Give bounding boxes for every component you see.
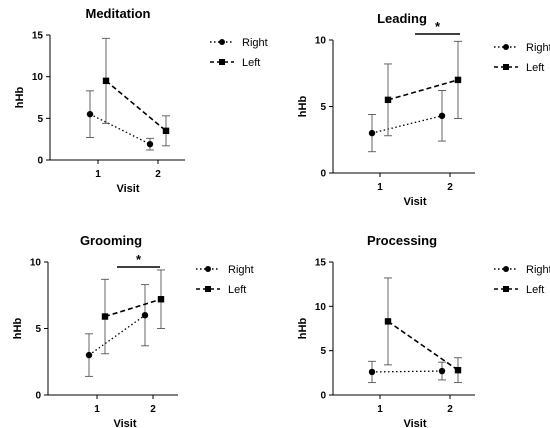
data-point-right	[146, 140, 154, 148]
legend-marker-left	[503, 286, 509, 292]
legend-marker-right	[503, 44, 509, 50]
data-point-left	[162, 127, 170, 135]
data-point-left	[102, 77, 110, 85]
x-tick-label: 1	[377, 182, 383, 193]
x-tick-label: 2	[447, 404, 453, 415]
legend-marker-right	[205, 266, 211, 272]
y-tick-label: 10	[30, 258, 42, 269]
significance-asterisk: *	[136, 252, 142, 267]
x-axis-title: Visit	[113, 418, 136, 428]
legend-label-right: Right	[526, 42, 550, 54]
data-point-right	[141, 312, 149, 319]
x-tick-label: 2	[447, 182, 453, 193]
legend-marker-left	[503, 64, 509, 70]
y-axis-title: hHb	[12, 318, 24, 340]
series-line-right	[88, 314, 146, 356]
x-tick-label: 1	[94, 404, 100, 415]
x-tick-label: 2	[150, 404, 156, 415]
series-line-right	[89, 113, 151, 145]
series-line-right	[371, 370, 443, 373]
y-tick-label: 0	[320, 391, 326, 402]
y-axis-title: hHb	[297, 96, 309, 118]
data-point-left	[454, 76, 462, 84]
series-line-left	[104, 298, 162, 318]
significance-asterisk: *	[435, 19, 441, 34]
y-tick-label: 5	[37, 114, 43, 125]
x-axis-title: Visit	[403, 418, 426, 428]
data-point-left	[384, 96, 392, 104]
legend-label-right: Right	[526, 264, 550, 276]
series-line-left	[105, 80, 167, 132]
data-point-left	[157, 296, 165, 303]
series-line-left	[387, 79, 459, 101]
y-axis-title: hHb	[14, 87, 26, 109]
x-axis-title: Visit	[403, 196, 426, 208]
y-tick-label: 0	[37, 156, 43, 167]
legend-label-right: Right	[228, 264, 254, 276]
y-tick-label: 10	[315, 302, 327, 313]
data-point-right	[368, 129, 376, 137]
chart-panel-processing: Processing 0 5 10 15 1 2 Visit hHb Right Left	[297, 233, 550, 428]
x-tick-label: 2	[155, 169, 161, 180]
y-tick-label: 0	[35, 391, 41, 402]
legend-marker-right	[219, 39, 225, 45]
series-line-left	[387, 320, 459, 371]
legend-label-right: Right	[242, 37, 268, 49]
y-tick-label: 15	[315, 258, 327, 269]
y-tick-label: 15	[32, 31, 44, 42]
legend-marker-left	[205, 286, 211, 292]
chart-title: Grooming	[80, 233, 142, 248]
chart-panel-grooming: Grooming 0 5 10 1 2 Visit hHb * Right Left	[12, 233, 254, 428]
data-point-right	[86, 110, 94, 118]
x-tick-label: 1	[95, 169, 101, 180]
data-point-right	[368, 368, 376, 376]
x-tick-label: 1	[377, 404, 383, 415]
legend-label-left: Left	[526, 284, 544, 296]
series-line-right	[371, 115, 443, 134]
data-point-left	[101, 313, 109, 320]
legend-marker-right	[503, 266, 509, 272]
chart-title: Leading	[377, 11, 427, 26]
y-tick-label: 10	[315, 36, 327, 47]
y-tick-label: 0	[320, 169, 326, 180]
legend-marker-left	[219, 59, 225, 65]
y-tick-label: 5	[35, 324, 41, 335]
chart-title: Meditation	[86, 6, 151, 21]
data-point-left	[454, 366, 462, 374]
data-point-right	[85, 351, 93, 359]
y-tick-label: 10	[32, 72, 44, 83]
data-point-right	[438, 112, 446, 120]
x-axis-title: Visit	[116, 183, 139, 195]
chart-title: Processing	[367, 233, 437, 248]
data-point-right	[438, 367, 446, 375]
y-tick-label: 5	[320, 102, 326, 113]
y-tick-label: 5	[320, 346, 326, 357]
chart-panel-meditation: Meditation 0 5 10 15 1 2 Visit hHb Right Left	[14, 6, 268, 195]
legend-label-left: Left	[242, 57, 260, 69]
legend-label-left: Left	[228, 284, 246, 296]
chart-panel-leading: Leading 0 5 10 1 2 Visit hHb * Right Left	[297, 11, 550, 208]
legend-label-left: Left	[526, 62, 544, 74]
y-axis-title: hHb	[297, 318, 309, 340]
data-point-left	[384, 318, 392, 325]
